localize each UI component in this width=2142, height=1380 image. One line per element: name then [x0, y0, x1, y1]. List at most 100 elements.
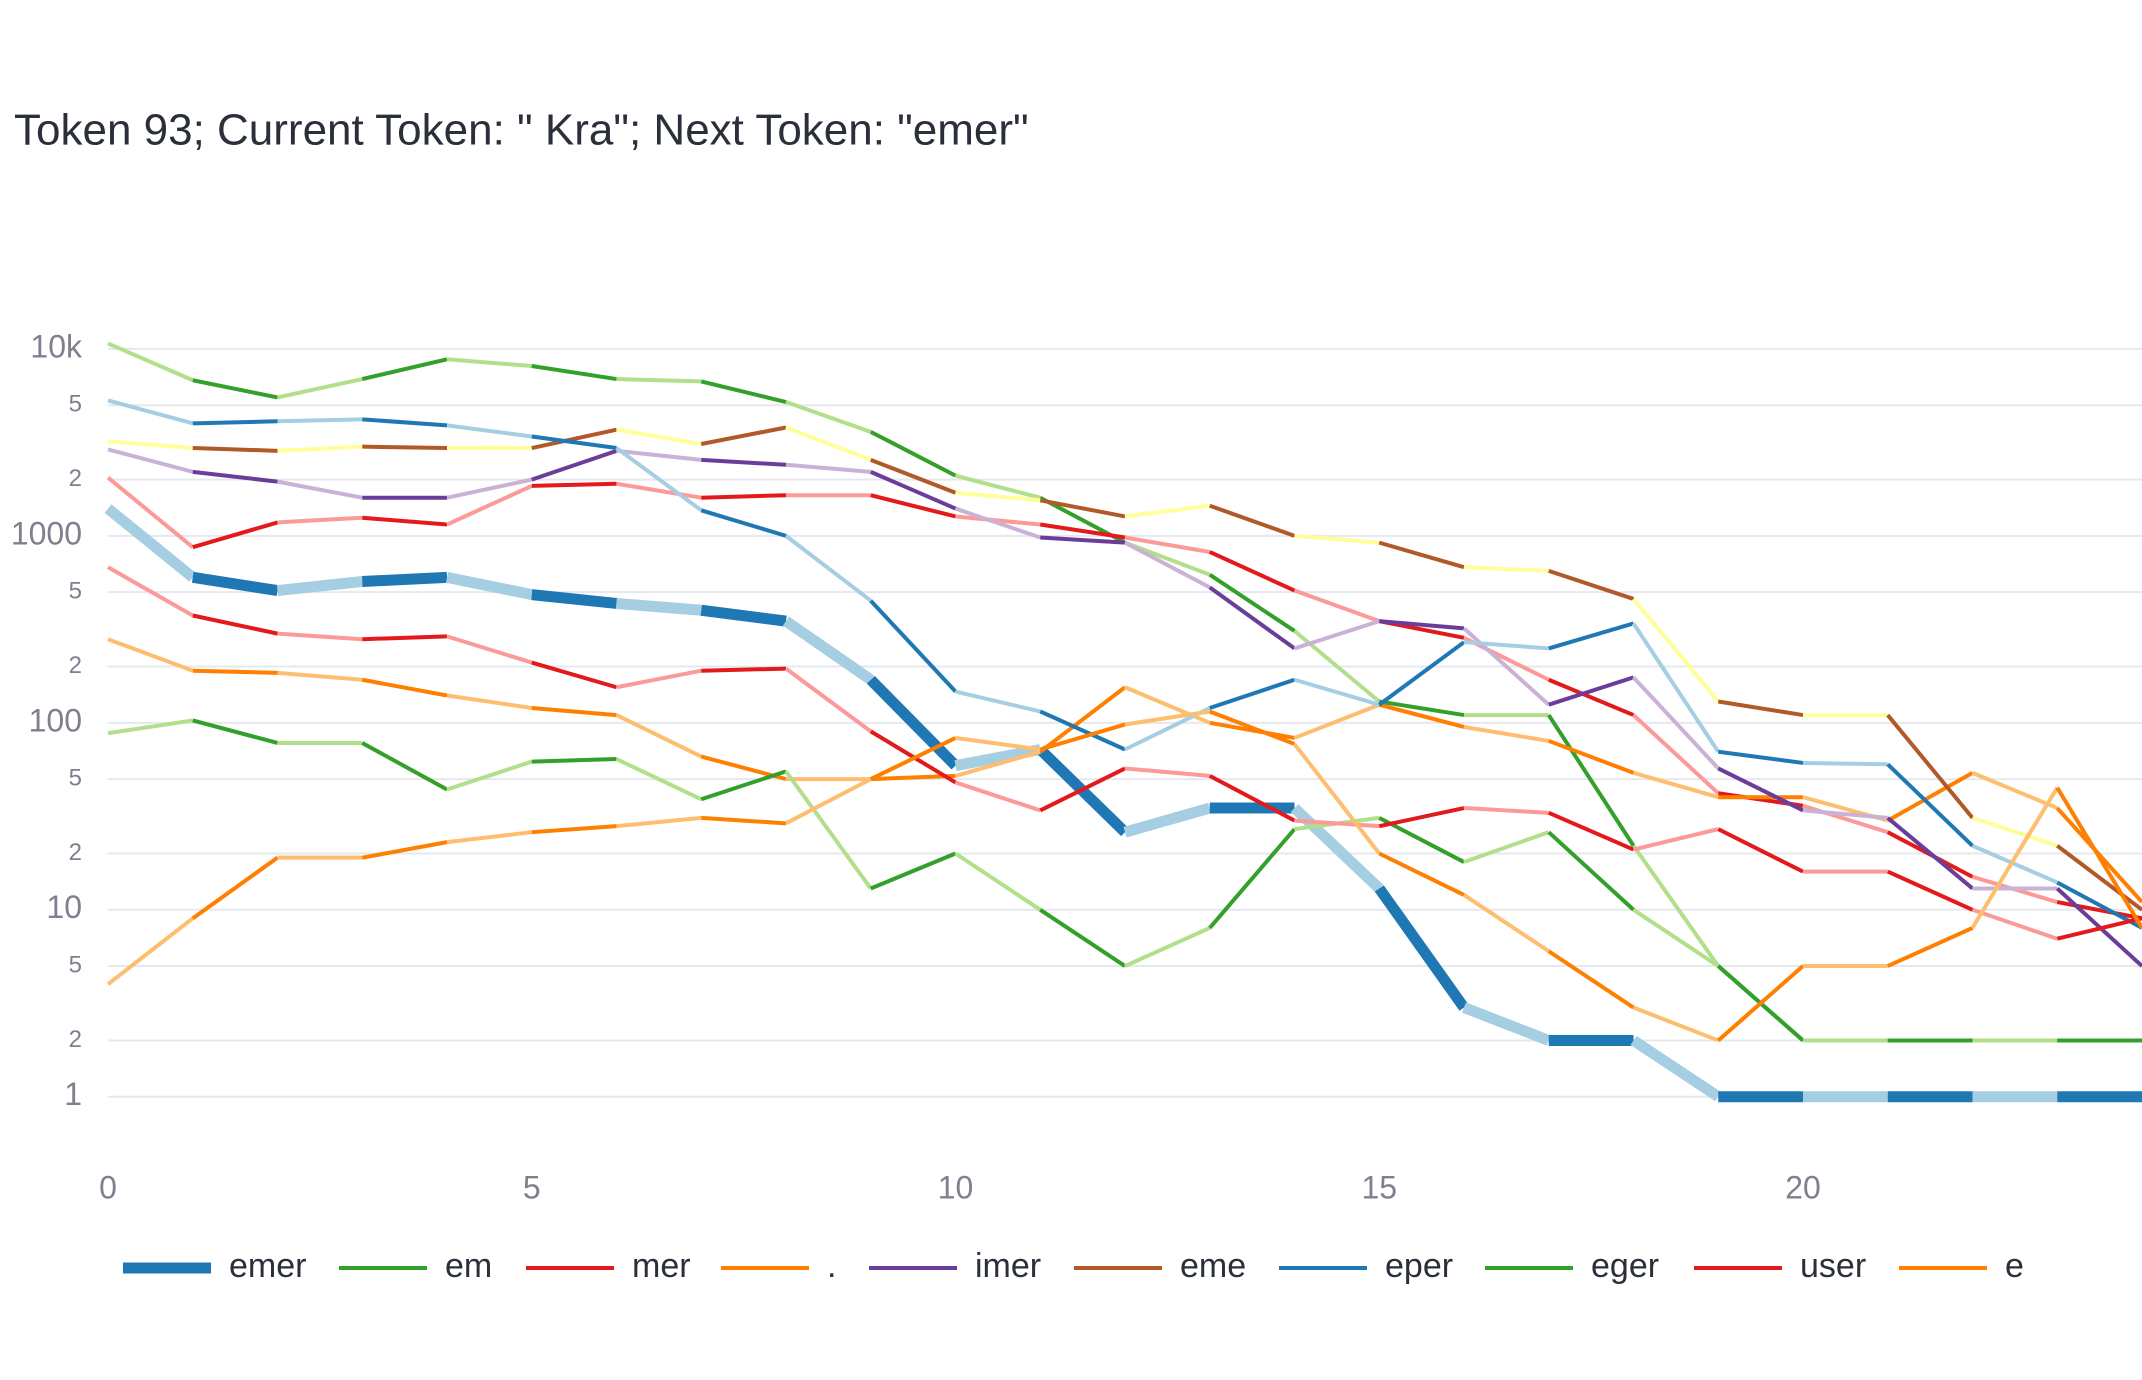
line-segment: [1632, 770, 1719, 800]
y-tick-label: 2: [69, 652, 82, 679]
chart-title: Token 93; Current Token: " Kra"; Next To…: [14, 106, 1029, 155]
line-segment: [1802, 760, 1888, 767]
line-segment: [2056, 916, 2142, 941]
line-segment: [277, 444, 363, 453]
line-segment: [784, 666, 872, 733]
line-segment: [1209, 709, 1296, 746]
line-segment: [1462, 626, 1551, 707]
line-segment: [2056, 900, 2142, 921]
legend: emer em mer. imer eme eper eger user e: [123, 1247, 2024, 1285]
legend-label: e: [2005, 1247, 2024, 1285]
line-segment: [1293, 619, 1380, 651]
line-segment: [107, 637, 194, 673]
line-segment: [531, 757, 617, 764]
line-segment: [107, 398, 194, 426]
line-segment: [531, 589, 618, 609]
legend-label: imer: [975, 1247, 1041, 1285]
line-segment: [1547, 949, 1635, 1010]
line-segment: [361, 677, 448, 698]
line-segment: [276, 576, 363, 597]
line-segment: [446, 693, 533, 710]
line-segment: [1547, 810, 1635, 852]
line-segment: [1971, 816, 2058, 848]
line-segment: [615, 713, 703, 759]
line-segment: [1293, 588, 1380, 623]
line-segment: [615, 446, 703, 512]
line-segment: [1463, 725, 1550, 743]
line-segment: [1632, 1005, 1719, 1043]
line-segment: [531, 427, 617, 450]
line-segment: [361, 571, 448, 588]
line-segment: [1294, 533, 1380, 545]
line-segment: [1124, 535, 1211, 554]
line-segment: [2055, 786, 2142, 929]
line-segment: [955, 735, 1041, 752]
line-segment: [362, 417, 448, 428]
line-segment: [1039, 709, 1126, 752]
line-segment: [1374, 885, 1469, 1011]
line-segment: [616, 448, 702, 462]
line-segment: [1208, 573, 1296, 633]
line-segment: [701, 457, 787, 467]
y-tick-label: 10k: [30, 328, 83, 364]
line-segment: [1632, 676, 1720, 770]
line-segment: [531, 660, 618, 690]
line-segment: [1123, 802, 1212, 838]
line-segment: [954, 473, 1041, 500]
y-tick-label: 5: [69, 951, 82, 978]
line-segment: [1462, 1002, 1551, 1046]
y-tick-label: 2: [69, 1026, 82, 1053]
line-segment: [277, 417, 363, 424]
line-segment: [361, 741, 448, 792]
line-segment: [869, 430, 957, 478]
line-segment: [1039, 722, 1126, 752]
line-segment: [1463, 565, 1549, 573]
line-segment: [1633, 827, 1719, 852]
line-segment: [1039, 685, 1127, 754]
line-segment: [955, 689, 1041, 714]
line-segment: [869, 736, 957, 781]
line-segment: [107, 439, 193, 451]
line-segment: [362, 515, 448, 527]
line-segment: [446, 759, 533, 792]
line-segment: [1970, 786, 2059, 929]
line-segment: [1124, 540, 1211, 590]
line-segment: [954, 744, 1042, 772]
line-segment: [701, 493, 787, 500]
line-segment: [192, 668, 278, 675]
line-segment: [870, 773, 956, 782]
line-segment: [1971, 843, 2059, 885]
line-segment: [1463, 830, 1550, 864]
line-segment: [954, 780, 1041, 813]
line-segment: [446, 830, 532, 845]
y-tick-label: 5: [69, 764, 82, 791]
line-segment: [1124, 503, 1211, 519]
line-segment: [445, 571, 533, 601]
line-segment: [1886, 926, 1974, 968]
line-segment: [1631, 844, 1720, 968]
line-segment: [1294, 818, 1380, 829]
line-segment: [104, 504, 197, 582]
line-segment: [954, 749, 1041, 778]
line-segment: [701, 666, 787, 673]
legend-label: eper: [1385, 1247, 1453, 1285]
line-segment: [1209, 677, 1296, 710]
line-segment: [531, 434, 617, 451]
line-segment: [1717, 749, 1804, 765]
line-segment: [277, 631, 363, 642]
line-segment: [785, 400, 872, 434]
line-segment: [700, 604, 787, 627]
line-segment: [615, 757, 703, 802]
line-segment: [1886, 771, 1974, 823]
line-segment: [277, 515, 363, 525]
line-segment: [616, 815, 702, 829]
line-segment: [1463, 640, 1549, 651]
grid: 1 2 5 10 2 5 100 2 5 1000 2 5 10k 0 5 10 15 20: [11, 328, 2142, 1205]
line-segment: [1886, 869, 1974, 912]
line-segment: [191, 856, 279, 920]
x-tick-label: 20: [1785, 1169, 1821, 1205]
legend-label: user: [1800, 1247, 1866, 1285]
line-segment: [784, 534, 872, 603]
line-segment: [1040, 535, 1126, 545]
